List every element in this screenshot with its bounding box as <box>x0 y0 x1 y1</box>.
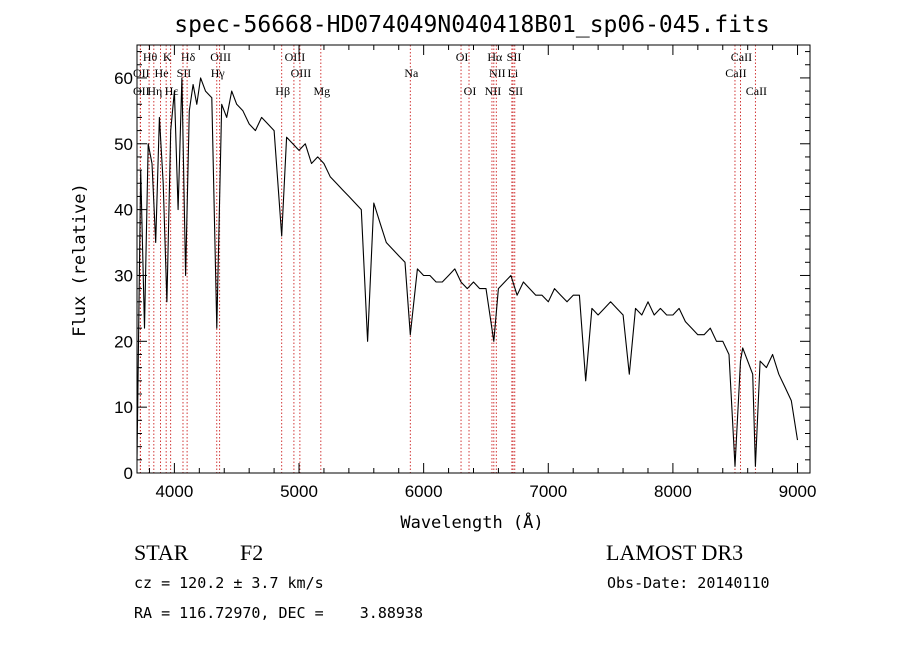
coordinates-readout: RA = 116.72970, DEC = 3.88938 <box>134 604 423 622</box>
spectral-line-label-16: OI <box>456 50 469 64</box>
spectral-line-label-17: OI <box>464 84 477 98</box>
spectrum-series <box>136 77 799 467</box>
spectral-line-label-6: Hδ <box>181 50 196 64</box>
spectral-line-label-3: Hη <box>147 84 162 98</box>
x-tick-label-0: 4000 <box>155 482 193 501</box>
spectral-line-label-25: CaII <box>725 66 746 80</box>
spectral-line-label-21: SII <box>507 50 522 64</box>
spectral-line-label-12: OIII <box>285 50 306 64</box>
y-tick-label-1: 10 <box>114 398 133 417</box>
y-tick-label-6: 60 <box>114 69 133 88</box>
spectral-line-label-0: Hθ <box>143 50 158 64</box>
spectral-line-label-5: K <box>163 50 172 64</box>
spectral-line-label-14: Mg <box>313 84 330 98</box>
x-tick-label-5: 9000 <box>779 482 817 501</box>
object-subclass: F2 <box>240 540 264 565</box>
spectral-line-label-22: Li <box>508 66 519 80</box>
spectral-line-label-13: OIII <box>291 66 312 80</box>
y-tick-label-3: 30 <box>114 266 133 285</box>
spectral-line-label-26: CaII <box>746 84 767 98</box>
spectral-line-label-10: Hγ <box>211 66 226 80</box>
spectral-line-label-2: He <box>155 66 169 80</box>
spectral-line-label-23: SII <box>508 84 523 98</box>
x-tick-label-4: 8000 <box>654 482 692 501</box>
spectral-line-label-15: Na <box>404 66 419 80</box>
y-tick-label-0: 0 <box>124 464 133 483</box>
axes: 4000 5000 6000 7000 8000 9000 0 10 20 30 40 50 60 <box>114 45 816 501</box>
survey-name: LAMOST DR3 <box>606 540 744 565</box>
object-class: STAR <box>134 540 189 565</box>
observation-date: Obs-Date: 20140110 <box>607 574 770 592</box>
spectral-line-label-7: SII <box>177 66 192 80</box>
y-tick-label-5: 50 <box>114 135 133 154</box>
spectral-line-label-18: Hα <box>487 50 503 64</box>
chart-title: spec-56668-HD074049N040418B01_sp06-045.f… <box>174 12 769 38</box>
x-tick-label-2: 6000 <box>405 482 443 501</box>
x-axis-label: Wavelength (Å) <box>400 511 543 533</box>
spectral-line-label-20: NII <box>485 84 502 98</box>
y-tick-label-2: 20 <box>114 332 133 351</box>
redshift-readout: cz = 120.2 ± 3.7 km/s <box>134 574 324 592</box>
spectral-line-label-9: OIII <box>210 50 231 64</box>
spectral-line-label-19: NII <box>489 66 506 80</box>
spectral-line-label-11: Hβ <box>275 84 290 98</box>
spectral-line-label-24: CaII <box>731 50 752 64</box>
y-axis-label: Flux (relative) <box>70 183 90 337</box>
plot-frame <box>136 44 811 474</box>
x-tick-label-3: 7000 <box>529 482 567 501</box>
spectral-line-label-8: Hε <box>165 84 179 98</box>
y-tick-label-4: 40 <box>114 201 133 220</box>
spectrum-line-0 <box>136 77 799 467</box>
x-tick-label-1: 5000 <box>280 482 318 501</box>
